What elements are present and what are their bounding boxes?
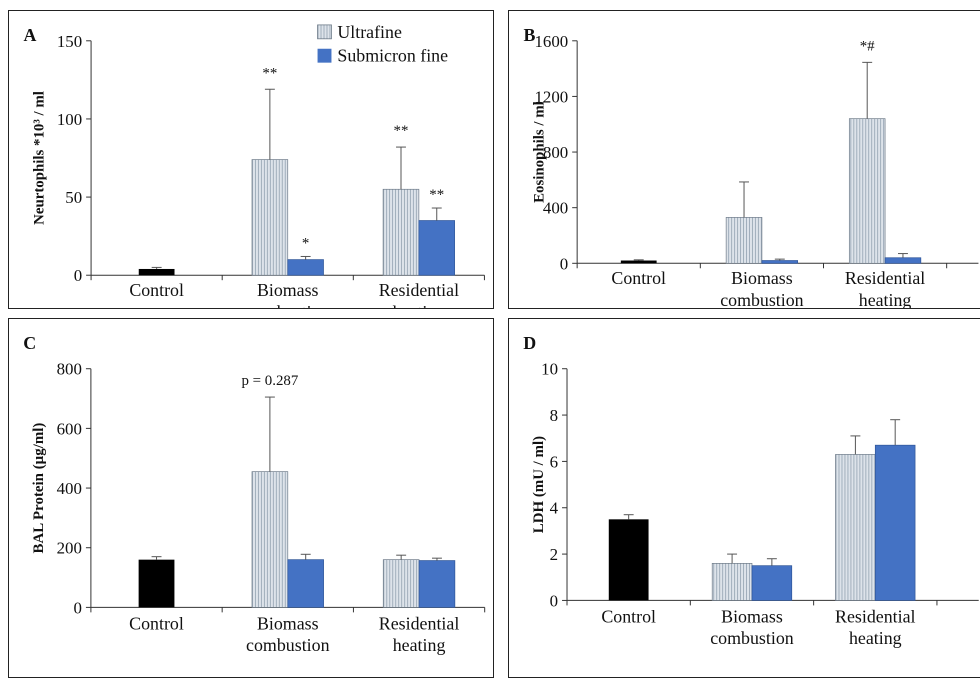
bar-ultrafine: [835, 454, 876, 601]
y-tick-label: 0: [73, 598, 81, 617]
y-tick-label: 400: [543, 199, 568, 218]
y-tick-label: 8: [550, 406, 558, 425]
legend-swatch-submicron: [317, 48, 332, 63]
legend-swatch-ultrafine: [317, 24, 332, 40]
bar-submicron: [418, 560, 456, 608]
y-tick-label: 4: [550, 499, 559, 518]
chart-d: D LDH (mU / ml) 0 2 4 6 8 10 Control Biomasscombu…: [523, 333, 979, 648]
category-label: heating: [859, 290, 912, 308]
y-tick-label: 0: [550, 591, 558, 610]
bar-control: [138, 268, 175, 276]
annotation-ultrafine: *#: [860, 38, 875, 54]
y-axis-label: BAL Protein (µg/ml): [31, 423, 47, 554]
y-tick-label: 6: [550, 452, 558, 471]
category-label: heating: [849, 628, 902, 648]
annotation-ultrafine: **: [262, 65, 277, 81]
y-tick-label: 800: [57, 360, 82, 379]
category-label: Biomass: [731, 268, 793, 288]
bar-control: [138, 559, 175, 608]
bar-ultrafine: [382, 188, 420, 276]
category-label: Residential: [379, 280, 459, 300]
bar-submicron: [287, 559, 324, 608]
bar-ultrafine: [848, 118, 886, 264]
category-label: heating: [393, 302, 446, 308]
category-label: Control: [129, 613, 184, 633]
panel-letter: A: [24, 25, 37, 45]
category-label: combustion: [710, 628, 794, 648]
category-label: combustion: [720, 290, 803, 308]
panel-d: D LDH (mU / ml) 0 2 4 6 8 10 Control Biomass combu…: [508, 318, 980, 678]
y-tick-label: 600: [57, 419, 82, 438]
bar-ultrafine: [725, 217, 763, 264]
bar-submicron: [751, 565, 793, 601]
category-label: Control: [611, 268, 666, 288]
bar-submicron: [874, 444, 916, 601]
panel-letter: D: [523, 333, 536, 353]
annotation-submicron: *: [302, 236, 309, 252]
category-label: combustion: [246, 635, 330, 655]
y-tick-label: 1600: [534, 32, 568, 51]
annotation-submicron: **: [429, 187, 444, 203]
bar-ultrafine: [382, 559, 420, 608]
y-tick-label: 10: [541, 360, 558, 379]
category-label: Control: [601, 606, 656, 626]
category-label: Residential: [835, 606, 916, 626]
chart-c: C BAL Protein (µg/ml) 0 200 400 600 800 Control…: [23, 333, 486, 655]
annotation-ultrafine: p = 0.287: [241, 373, 298, 389]
panel-c: C BAL Protein (µg/ml) 0 200 400 600 800 Control…: [8, 318, 494, 678]
bar-ultrafine: [251, 471, 289, 608]
y-tick-label: 800: [543, 143, 568, 162]
y-tick-label: 1200: [534, 87, 568, 106]
y-tick-label: 200: [57, 539, 82, 558]
y-tick-label: 0: [74, 266, 82, 285]
bar-control: [620, 260, 657, 264]
annotation-ultrafine: **: [394, 123, 409, 139]
y-tick-label: 2: [550, 545, 558, 564]
panel-a: A Neurtophils *10³ / ml 0 50 100 150 Control Bi…: [8, 10, 494, 309]
y-tick-label: 100: [57, 110, 82, 129]
y-axis-label: Eosinophils / ml: [531, 101, 547, 203]
bar-submicron: [761, 260, 799, 264]
panel-letter: B: [524, 25, 536, 45]
bar-ultrafine: [711, 563, 753, 601]
category-label: Residential: [845, 268, 925, 288]
bar-ultrafine: [251, 159, 289, 276]
panel-letter: C: [23, 333, 36, 353]
category-label: Biomass: [257, 613, 319, 633]
bar-submicron: [287, 259, 324, 276]
y-axis-label: LDH (mU / ml): [531, 436, 547, 533]
bar-submicron: [884, 257, 922, 264]
bar-submicron: [418, 220, 455, 276]
category-label: Residential: [379, 613, 460, 633]
legend-label-submicron: Submicron fine: [337, 46, 448, 66]
chart-b: B Eosinophils / ml 0 400 800 1200 1600 Control B…: [524, 25, 979, 308]
category-label: Biomass: [721, 606, 783, 626]
panel-b: B Eosinophils / ml 0 400 800 1200 1600 Control B…: [508, 10, 980, 309]
legend-label-ultrafine: Ultrafine: [337, 22, 402, 42]
y-tick-label: 0: [560, 254, 568, 273]
y-axis-label: Neurtophils *10³ / ml: [31, 91, 47, 225]
category-label: heating: [393, 635, 446, 655]
y-tick-label: 150: [57, 32, 82, 51]
bar-control: [608, 519, 649, 601]
y-tick-label: 50: [65, 188, 82, 207]
chart-a: A Neurtophils *10³ / ml 0 50 100 150 Control Bi…: [24, 22, 485, 308]
category-label: Biomass: [257, 280, 319, 300]
y-tick-label: 400: [57, 479, 82, 498]
category-label: Control: [129, 280, 184, 300]
category-label: combustion: [246, 302, 329, 308]
